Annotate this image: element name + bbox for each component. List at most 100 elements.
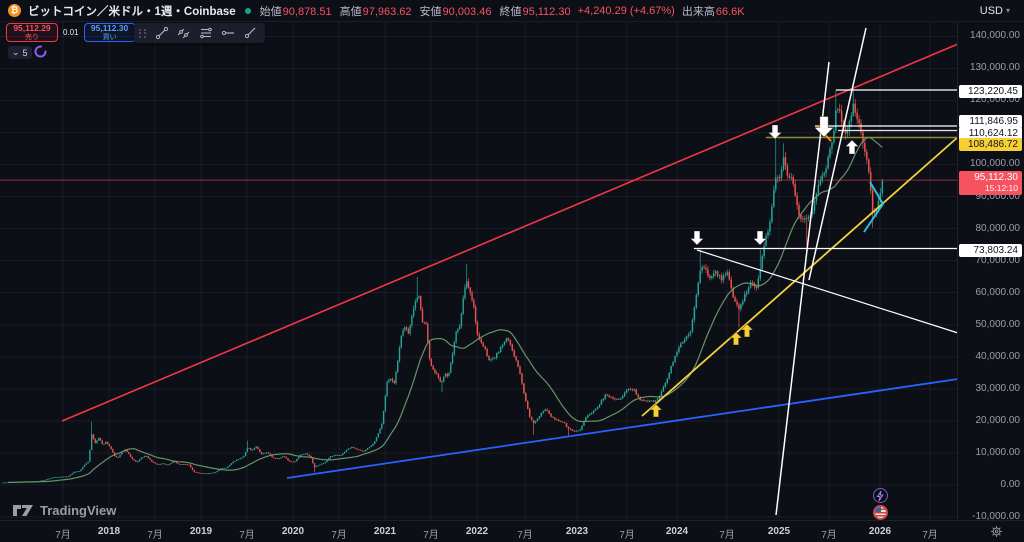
blue-ascending-trendline[interactable]: [286, 378, 959, 479]
caret-down-icon: ▾: [1005, 6, 1010, 15]
time-tick-label: 7月: [821, 530, 837, 541]
red-ascending-trendline[interactable]: [61, 43, 959, 422]
drawings: [61, 27, 959, 516]
price-tick-label: 30,000.00: [975, 383, 1021, 394]
price-tick-label: 120,000.00: [969, 94, 1020, 105]
time-tick-label: 2022: [465, 526, 489, 537]
close-label: 終値: [499, 5, 522, 18]
price-tick-label: 70,000.00: [975, 255, 1021, 266]
crypto-event-icon[interactable]: [872, 488, 888, 503]
ray-icon[interactable]: [240, 24, 260, 42]
tradingview-logo[interactable]: TradingView: [12, 502, 116, 518]
time-tick-label: 2020: [281, 526, 305, 537]
open-value: 90,878.51: [282, 5, 332, 18]
price-label-badge: 111,846.95: [959, 114, 1022, 128]
volume-label: 出来高: [681, 5, 715, 18]
time-tick-label: 7月: [517, 530, 533, 541]
price-tick-label: 50,000.00: [975, 319, 1021, 330]
arrow-up-marker[interactable]: [729, 331, 743, 346]
horizontal-ray-icon[interactable]: [218, 24, 238, 42]
open-label: 始値: [259, 5, 282, 18]
sell-button[interactable]: 95,112.29 売り: [6, 23, 58, 42]
price-axis[interactable]: 140,000.00 130,000.00 120,000.00 100,000.00…: [957, 22, 1024, 522]
disjoint-channel-icon[interactable]: [174, 24, 194, 42]
candles: [2, 83, 884, 484]
price-label-badge: 95,112.30 15:12:10: [959, 170, 1022, 195]
price-tick-label: 40,000.00: [975, 351, 1021, 362]
price-tick-label: 130,000.00: [969, 62, 1020, 73]
arrow-up-marker[interactable]: [649, 403, 663, 418]
white-descending-line[interactable]: [696, 249, 959, 334]
drag-handle-icon[interactable]: [139, 28, 147, 38]
time-tick-label: 7月: [55, 530, 71, 541]
time-tick-label: 7月: [331, 530, 347, 541]
high-label: 高値: [339, 5, 362, 18]
symbol-title[interactable]: ビットコイン／米ドル・1週・Coinbase: [28, 5, 236, 18]
time-axis[interactable]: 7月 2018 7月 2019 7月 2020 7月 2021 7月 2022 7月 2023 7月 20…: [0, 520, 1024, 542]
chevron-down-icon: ⌄: [12, 47, 20, 57]
sync-spinner-icon[interactable]: [34, 45, 47, 63]
time-tick-label: 2025: [767, 526, 791, 537]
spread-value: 0.01: [63, 28, 79, 37]
tradingview-logo-text: TradingView: [40, 502, 117, 518]
arrow-down-marker[interactable]: [689, 230, 705, 246]
ohlc-readout: 始値90,878.51 高値97,963.62 安値90,003.46 終値95…: [260, 3, 571, 19]
time-tick-label: 7月: [239, 530, 255, 541]
time-tick-label: 7月: [922, 530, 938, 541]
economic-event-icon[interactable]: [872, 505, 888, 520]
arrow-down-marker[interactable]: [767, 124, 783, 140]
yellow-ascending-trendline[interactable]: [641, 136, 959, 417]
price-tick-label: 0.00: [1000, 479, 1020, 490]
ma-line: [8, 136, 883, 483]
interval-count: 5: [22, 47, 28, 58]
price-tick-label: 60,000.00: [975, 287, 1021, 298]
buy-button[interactable]: 95,112.30 買い: [83, 23, 136, 42]
change-value: +4,240.29 (+4.67%): [577, 4, 675, 17]
time-tick-label: 7月: [147, 530, 163, 541]
currency-selector[interactable]: USD ▾: [974, 3, 1016, 19]
price-tick-label: 10,000.00: [975, 447, 1021, 458]
parallel-lines-icon[interactable]: [196, 24, 216, 42]
arrow-up-marker[interactable]: [844, 139, 860, 155]
low-label: 安値: [419, 5, 442, 18]
high-value: 97,963.62: [362, 5, 412, 18]
time-tick-label: 7月: [423, 530, 439, 541]
price-tick-label: 90,000.00: [975, 191, 1021, 202]
trade-panel: 95,112.29 売り 0.01 95,112.30 買い: [6, 23, 136, 42]
event-markers: [871, 488, 889, 520]
price-tick-label: 20,000.00: [975, 415, 1021, 426]
buy-label: 買い: [102, 33, 117, 41]
price-label-badge: 73,803.24: [959, 243, 1022, 257]
arrow-down-marker[interactable]: [813, 116, 835, 138]
time-tick-label: 2021: [373, 526, 397, 537]
cyan-zigzag[interactable]: [863, 181, 885, 233]
time-tick-label: 2024: [665, 526, 689, 537]
arrow-down-marker[interactable]: [752, 230, 768, 246]
interval-collapse-button[interactable]: ⌄ 5: [8, 46, 32, 59]
price-tick-label: 140,000.00: [969, 30, 1020, 41]
market-status-dot: [244, 7, 251, 14]
price-label-badge: 123,220.45: [959, 84, 1022, 98]
sell-price: 95,112.29: [13, 23, 51, 34]
axis-settings-gear-icon[interactable]: [990, 525, 1003, 542]
time-tick-label: 2019: [189, 526, 213, 537]
price-tick-label: 100,000.00: [969, 158, 1020, 169]
trend-line-icon[interactable]: [152, 24, 172, 42]
sell-label: 売り: [25, 33, 39, 41]
price-label-badge: 108,486.72: [959, 137, 1022, 151]
time-tick-label: 2026: [868, 526, 892, 537]
grid-lines: [0, 22, 957, 520]
low-value: 90,003.46: [442, 5, 492, 18]
price-label-badge: 110,624.12: [959, 126, 1022, 140]
arrow-up-marker[interactable]: [740, 323, 754, 338]
time-tick-label: 7月: [719, 530, 735, 541]
close-value: 95,112.30: [522, 5, 571, 18]
white-wedge-right-line[interactable]: [808, 27, 867, 281]
tradingview-logo-mark-icon: [13, 505, 33, 516]
price-tick-label: 80,000.00: [975, 223, 1021, 234]
time-tick-label: 2018: [97, 526, 121, 537]
btc-icon: ₿: [8, 4, 21, 17]
white-wedge-left-line[interactable]: [775, 61, 830, 516]
currency-value: USD: [979, 4, 1003, 17]
